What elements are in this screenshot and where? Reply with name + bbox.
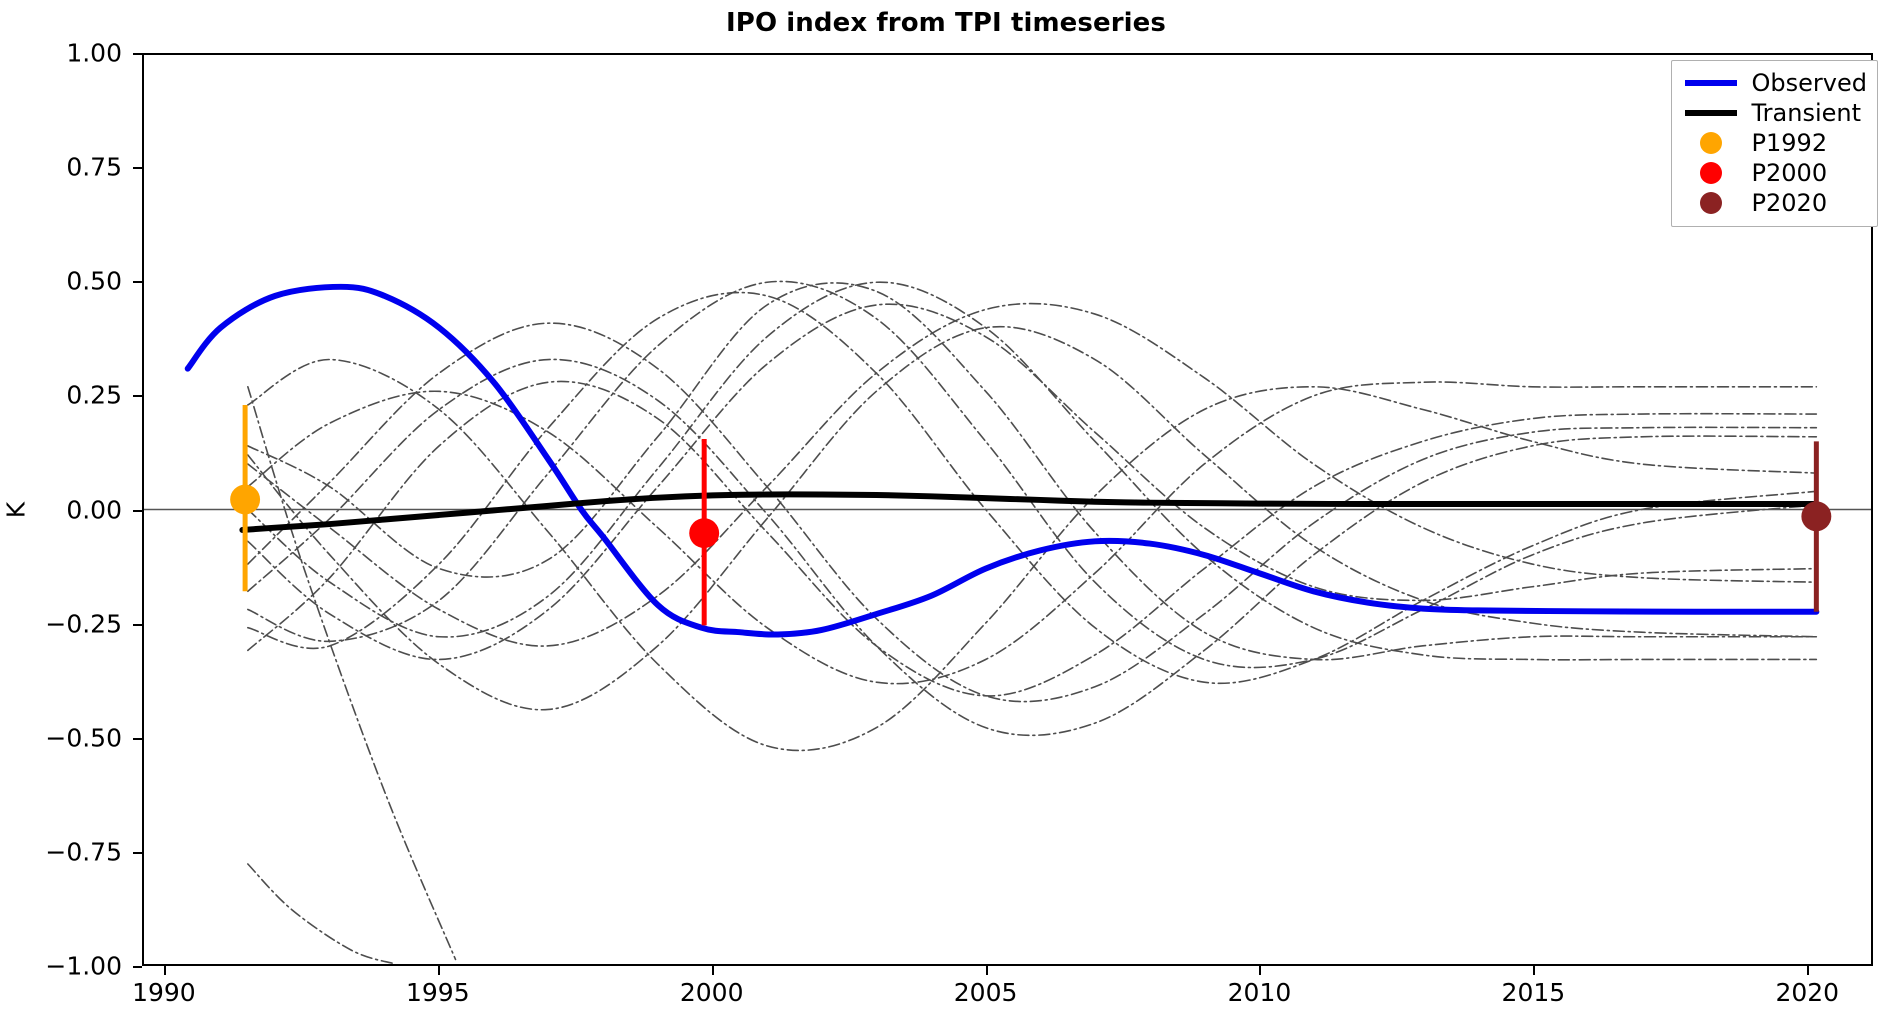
ensemble-line — [247, 282, 1818, 661]
x-tick-label: 2015 — [1501, 978, 1566, 1007]
x-tick-mark — [711, 966, 714, 975]
x-tick-label: 2000 — [679, 978, 744, 1007]
legend-label: Transient — [1751, 99, 1862, 127]
ensemble-line — [247, 303, 1818, 661]
y-tick-label: 0.75 — [66, 152, 122, 182]
legend-line-swatch — [1684, 110, 1737, 116]
plot-canvas — [144, 280, 1871, 964]
ensemble-line — [247, 281, 1818, 661]
x-tick-mark — [437, 966, 440, 975]
series-line-transient — [239, 491, 1820, 533]
ensemble-lines — [247, 280, 1818, 964]
legend-key-p2000 — [1682, 162, 1740, 184]
ensemble-line — [247, 358, 1818, 752]
ensemble-line — [247, 381, 1818, 685]
x-tick-label: 2005 — [953, 978, 1018, 1007]
data-point-p2000[interactable] — [689, 518, 720, 549]
x-tick-mark — [163, 966, 166, 975]
legend-label: Observed — [1751, 69, 1867, 97]
ensemble-line — [247, 322, 1818, 703]
y-tick-label: −0.75 — [45, 837, 122, 867]
data-point-p1992[interactable] — [230, 484, 261, 515]
ensemble-line — [247, 280, 1818, 669]
x-tick-label: 2020 — [1775, 978, 1840, 1007]
y-tick-mark — [133, 395, 142, 398]
legend-label: P2020 — [1751, 189, 1828, 217]
legend-line-swatch — [1684, 80, 1737, 86]
chart-title: IPO index from TPI timeseries — [726, 8, 1166, 38]
main-series-lines — [184, 283, 1820, 638]
x-tick-label: 2010 — [1227, 978, 1292, 1007]
y-tick-mark — [133, 167, 142, 170]
y-axis-tick-labels: 1.00 0.75 0.50 0.25 0.00 −0.25 −0.50 −0.75 −1.00 — [0, 0, 122, 1019]
legend-key-observed — [1682, 80, 1740, 86]
y-tick-label: 0.50 — [66, 266, 122, 296]
y-tick-label: −0.50 — [45, 723, 122, 753]
y-tick-mark — [133, 281, 142, 284]
x-tick-mark — [1533, 966, 1536, 975]
legend-dot-swatch — [1699, 192, 1722, 214]
data-point-p2020[interactable] — [1801, 501, 1832, 532]
legend-item-p2020[interactable]: P2020 — [1682, 188, 1867, 218]
y-tick-mark — [133, 623, 142, 626]
legend-item-transient[interactable]: Transient — [1682, 98, 1867, 128]
y-tick-label: 0.25 — [66, 380, 122, 410]
x-tick-mark — [1259, 966, 1262, 975]
ensemble-line — [247, 863, 397, 964]
y-tick-mark — [133, 737, 142, 740]
ensemble-line — [247, 291, 1818, 685]
y-tick-label: 0.00 — [66, 495, 122, 524]
legend-item-observed[interactable]: Observed — [1682, 68, 1867, 98]
y-tick-mark — [133, 53, 142, 55]
legend-dot-swatch — [1699, 162, 1722, 184]
x-tick-mark — [985, 966, 988, 975]
ensemble-line — [247, 358, 1818, 737]
legend-key-transient — [1682, 110, 1740, 116]
ensemble-line — [247, 385, 457, 961]
legend-key-p1992 — [1682, 132, 1740, 154]
legend-item-p1992[interactable]: P1992 — [1682, 128, 1867, 158]
y-tick-mark — [133, 509, 142, 512]
y-tick-label: 1.00 — [66, 38, 122, 68]
highlight-points — [230, 404, 1832, 626]
legend-key-p2020 — [1682, 192, 1740, 214]
y-tick-mark — [133, 966, 142, 968]
legend-dot-swatch — [1699, 132, 1722, 154]
y-tick-label: −1.00 — [45, 951, 122, 981]
legend: Observed Transient P1992 P2000 P2020 — [1670, 60, 1878, 227]
legend-label: P2000 — [1751, 159, 1828, 187]
x-tick-label: 1990 — [132, 978, 196, 1007]
y-tick-mark — [133, 851, 142, 854]
plot-area — [142, 53, 1873, 966]
ensemble-line — [247, 302, 1818, 647]
y-tick-label: −0.25 — [45, 609, 122, 639]
legend-item-p2000[interactable]: P2000 — [1682, 158, 1867, 188]
x-tick-label: 1995 — [405, 978, 470, 1007]
series-line-observed — [184, 283, 1820, 638]
x-tick-mark — [1807, 966, 1810, 975]
legend-label: P1992 — [1751, 129, 1828, 157]
ensemble-line — [247, 325, 1818, 711]
